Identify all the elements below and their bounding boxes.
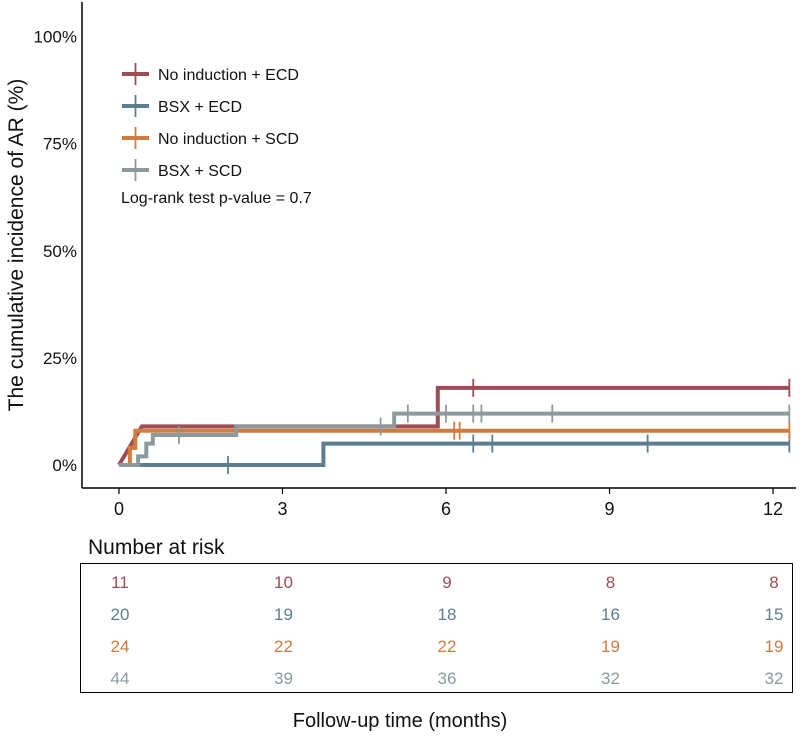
y-axis-label: The cumulative incidence of AR (%) <box>5 79 28 412</box>
log-rank-annotation: Log-rank test p-value = 0.7 <box>121 190 312 207</box>
legend-label: BSX + SCD <box>158 163 242 180</box>
legend: No induction + ECD BSX + ECD No induction … <box>122 63 299 181</box>
chart-canvas: 0% 25% 50% 75% 100% 0 3 6 9 12 No induction + ECD… <box>5 2 796 520</box>
y-tick-label: 100% <box>34 28 77 47</box>
risk-table-cell: 44 <box>111 669 130 688</box>
series-1 <box>119 434 791 474</box>
risk-table-cell: 10 <box>274 573 293 592</box>
risk-table-cell: 18 <box>438 605 457 624</box>
legend-label: No induction + SCD <box>158 131 299 148</box>
y-tick-label: 25% <box>43 349 77 368</box>
risk-table-cell: 15 <box>765 605 784 624</box>
risk-table-cell: 19 <box>274 605 293 624</box>
risk-table-cell: 11 <box>111 573 129 592</box>
series-3 <box>119 404 791 467</box>
risk-table-cell: 19 <box>601 637 620 656</box>
risk-table-cell: 8 <box>606 573 615 592</box>
x-tick-label: 9 <box>604 499 614 519</box>
axis-ticks: 0% 25% 50% 75% 100% 0 3 6 9 12 <box>34 28 784 520</box>
x-axis-label: Follow-up time (months) <box>292 710 508 732</box>
legend-item: BSX + SCD <box>122 159 242 181</box>
risk-table-cell: 16 <box>601 605 620 624</box>
y-tick-label: 0% <box>52 456 77 475</box>
legend-label: No induction + ECD <box>158 67 299 84</box>
risk-table-cell: 9 <box>442 573 451 592</box>
legend-item: BSX + ECD <box>122 95 242 117</box>
series-layer <box>117 378 791 474</box>
series-line <box>119 441 790 467</box>
risk-table-title: Number at risk <box>88 536 225 559</box>
x-tick-label: 6 <box>441 499 451 519</box>
x-tick-label: 12 <box>763 499 783 519</box>
risk-table-cell: 19 <box>765 637 784 656</box>
risk-table-grid: 11 10 9 8 8 20 19 18 16 15 24 22 22 19 19 44 39 36 32 32 <box>111 573 784 688</box>
risk-table-cell: 39 <box>274 669 293 688</box>
y-tick-label: 75% <box>43 135 77 154</box>
legend-item: No induction + ECD <box>122 63 299 85</box>
risk-table-cell: 24 <box>111 637 130 656</box>
series-line <box>119 411 790 467</box>
risk-table-cell: 20 <box>111 605 130 624</box>
risk-table-cell: 32 <box>765 669 784 688</box>
risk-table: 11 10 9 8 8 20 19 18 16 15 24 22 22 19 19 44 39 36 32 32 <box>80 563 793 693</box>
axes <box>81 2 796 489</box>
x-tick-label: 0 <box>114 499 124 519</box>
risk-table-cell: 22 <box>274 637 293 656</box>
y-tick-label: 50% <box>43 242 77 261</box>
risk-table-cell: 32 <box>601 669 620 688</box>
x-tick-label: 3 <box>277 499 287 519</box>
risk-table-cell: 8 <box>769 573 778 592</box>
legend-item: No induction + SCD <box>122 127 299 149</box>
risk-table-cell: 22 <box>438 637 457 656</box>
risk-table-cell: 36 <box>438 669 457 688</box>
legend-label: BSX + ECD <box>158 99 242 116</box>
